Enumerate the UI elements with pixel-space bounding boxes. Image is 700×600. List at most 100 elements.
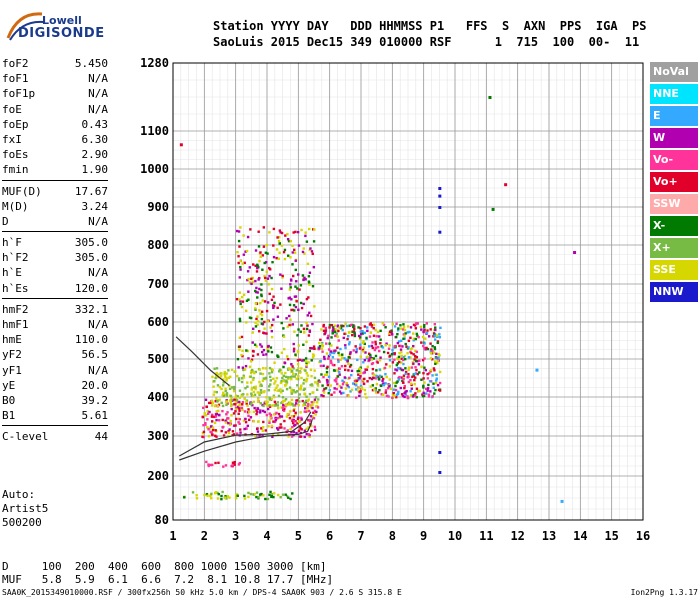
echo-point	[400, 351, 403, 354]
echo-point	[401, 345, 404, 348]
echo-point	[293, 420, 296, 423]
echo-point	[287, 403, 291, 406]
echo-point	[328, 323, 332, 327]
echo-point	[222, 425, 225, 429]
echo-point	[308, 330, 312, 333]
echo-point	[215, 418, 218, 422]
echo-point	[438, 381, 442, 385]
echo-point	[294, 411, 297, 415]
echo-point	[260, 384, 263, 387]
echo-point	[403, 354, 407, 358]
echo-point	[211, 433, 214, 437]
y-tick-label: 1100	[140, 124, 169, 138]
echo-point	[424, 368, 427, 372]
echo-point	[232, 412, 236, 415]
echo-point	[328, 326, 331, 329]
echo-point	[433, 338, 437, 341]
y-tick-label: 80	[155, 513, 169, 527]
echo-point	[300, 428, 303, 431]
echo-point	[344, 364, 347, 368]
echo-point	[338, 390, 342, 393]
echo-point	[269, 383, 272, 386]
polarization-legend: NoVal NNE E W Vo- Vo+ SSW X- X+ SSE NNW	[650, 62, 698, 304]
echo-point	[281, 389, 284, 392]
echo-point	[295, 431, 298, 435]
echo-point	[240, 394, 243, 398]
echo-point	[365, 396, 368, 399]
echo-point	[282, 374, 285, 378]
echo-point	[390, 353, 394, 356]
echo-point	[384, 344, 387, 347]
echo-point	[366, 380, 369, 383]
echo-point	[247, 418, 251, 422]
echo-point	[400, 393, 404, 396]
echo-point	[352, 330, 356, 333]
echo-point	[303, 435, 306, 439]
echo-point	[251, 370, 255, 373]
echo-point	[436, 341, 439, 345]
echo-point	[390, 330, 393, 334]
echo-point	[375, 335, 378, 338]
echo-point	[267, 344, 270, 348]
echo-point	[294, 259, 297, 262]
echo-point	[331, 355, 335, 359]
echo-point	[261, 409, 265, 413]
echo-point	[245, 400, 248, 403]
echo-point	[254, 307, 257, 310]
echo-point	[237, 230, 241, 233]
echo-point	[241, 401, 245, 404]
echo-point	[381, 322, 384, 325]
echo-point	[429, 352, 433, 355]
echo-point	[261, 372, 265, 376]
echo-point	[312, 417, 316, 420]
echo-point	[266, 407, 270, 411]
param-row: foF2 5.450	[2, 56, 108, 71]
echo-point	[243, 497, 247, 500]
echo-point	[276, 315, 280, 318]
echo-point	[333, 369, 336, 372]
echo-point	[288, 303, 292, 307]
echo-point	[288, 323, 291, 327]
echo-point	[225, 394, 228, 397]
echo-point	[250, 358, 254, 361]
echo-point	[310, 424, 313, 428]
echo-point	[425, 392, 428, 395]
echo-point	[369, 356, 372, 359]
echo-point	[204, 423, 207, 426]
echo-point	[207, 401, 211, 405]
echo-point	[277, 406, 280, 410]
echo-point	[252, 400, 255, 404]
echo-point	[239, 431, 242, 434]
echo-point	[415, 387, 419, 390]
echo-point	[389, 387, 393, 391]
echo-point	[396, 332, 399, 336]
echo-point	[325, 352, 329, 355]
echo-point	[402, 325, 406, 329]
echo-point	[413, 372, 416, 376]
echo-point	[393, 372, 396, 375]
param-name: fxI	[2, 132, 22, 146]
param-row: hmF1 N/A	[2, 317, 108, 332]
echo-point	[300, 418, 303, 421]
echo-point	[371, 388, 375, 392]
echo-point	[288, 401, 292, 404]
echo-point	[306, 407, 309, 410]
echo-point	[276, 306, 279, 310]
echo-point	[316, 380, 320, 384]
echo-point	[226, 495, 230, 498]
echo-point	[409, 379, 412, 382]
echo-point	[324, 329, 328, 332]
echo-point	[280, 426, 283, 429]
echo-point	[211, 426, 215, 430]
echo-point	[235, 407, 238, 411]
echo-point	[306, 262, 310, 266]
echo-point	[295, 390, 299, 393]
echo-point	[278, 416, 281, 420]
echo-point	[393, 381, 396, 385]
echo-point	[421, 335, 425, 339]
echo-point	[388, 378, 392, 381]
echo-point	[228, 423, 232, 426]
echo-point	[310, 383, 313, 386]
echo-point	[263, 410, 266, 414]
echo-point	[292, 409, 296, 412]
